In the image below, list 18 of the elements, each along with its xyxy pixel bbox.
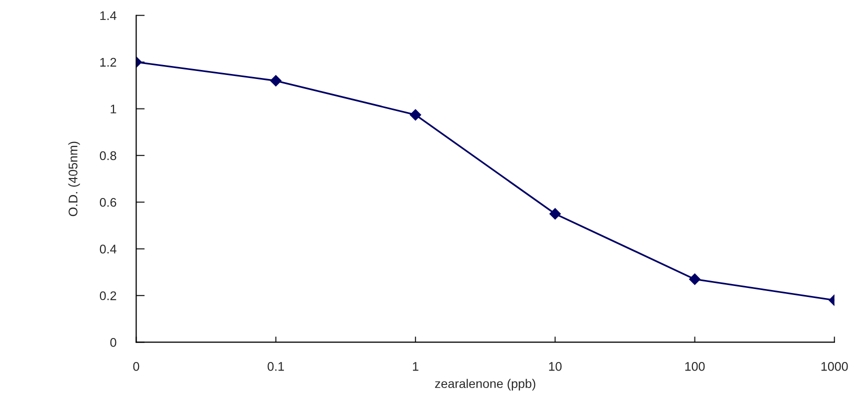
y-tick-label: 0.2: [100, 291, 116, 300]
x-tick-label: 1000: [821, 362, 848, 371]
x-tick-label: 0: [133, 362, 140, 371]
point: [550, 208, 561, 220]
y-tick-label: 0.4: [100, 244, 116, 254]
point: [410, 109, 422, 120]
y-axis-title: O.D. (405nm): [68, 142, 80, 216]
y-tick-label: 1.4: [100, 11, 116, 20]
x-axis-title: zearalenone (ppb): [435, 378, 536, 391]
y-tick-label: 1: [110, 104, 116, 114]
y-tick-label: 1.2: [100, 58, 116, 67]
y-tick-label: 0.6: [100, 198, 116, 207]
x-tick-label: 1: [412, 362, 418, 371]
y-tick-label: 0.8: [100, 151, 116, 160]
y-tick-label: 0: [110, 338, 116, 347]
x-tick-label: 10: [549, 362, 562, 371]
x-tick-label: 100: [685, 362, 705, 371]
x-tick-label: 0.1: [268, 362, 284, 371]
